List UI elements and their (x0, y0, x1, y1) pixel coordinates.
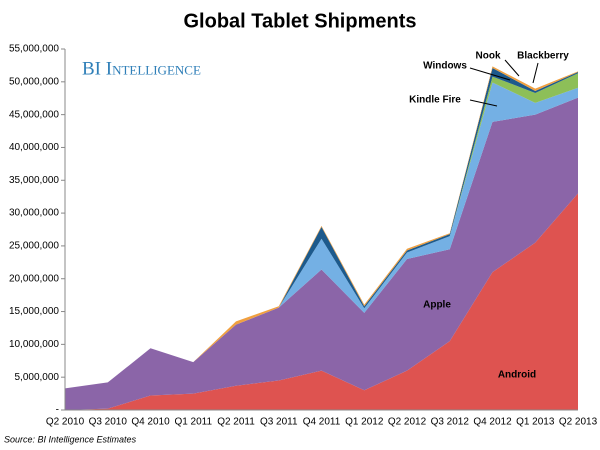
series-label: Apple (423, 300, 451, 311)
series-label: Nook (476, 51, 501, 62)
x-tick-label: Q3 2011 (260, 417, 298, 428)
y-tick-label: 20,000,000 (9, 273, 59, 284)
leader-line (469, 67, 511, 81)
series-label: Windows (423, 61, 467, 72)
x-tick-label: Q4 2010 (131, 417, 170, 428)
chart-title: Global Tablet Shipments (184, 10, 417, 32)
x-tick-label: Q2 2011 (217, 417, 255, 428)
series-label: Kindle Fire (409, 95, 461, 106)
x-tick-label: Q2 2010 (46, 417, 85, 428)
x-tick-label: Q2 2012 (388, 417, 427, 428)
area (65, 97, 578, 410)
y-tick-label: 40,000,000 (9, 142, 59, 153)
x-tick-label: Q1 2011 (174, 417, 212, 428)
x-tick-label: Q4 2011 (303, 417, 341, 428)
x-tick-label: Q4 2012 (473, 417, 512, 428)
y-tick-label: 25,000,000 (9, 241, 59, 252)
x-tick-label: Q1 2012 (345, 417, 384, 428)
leader-line (504, 59, 520, 77)
x-tick-label: Q1 2013 (516, 417, 555, 428)
series-label: Android (498, 370, 536, 381)
y-tick-label: 35,000,000 (9, 175, 59, 186)
y-tick-label: 45,000,000 (9, 109, 59, 120)
x-tick-label: Q3 2010 (89, 417, 128, 428)
x-tick-label: Q2 2013 (559, 417, 598, 428)
series-label: Blackberry (517, 51, 569, 62)
y-tick-label: - (56, 405, 59, 416)
y-tick-label: 50,000,000 (9, 76, 59, 87)
y-tick-label: 15,000,000 (9, 306, 59, 317)
y-tick-label: 30,000,000 (9, 208, 59, 219)
area (65, 193, 578, 410)
y-tick-label: 10,000,000 (9, 339, 59, 350)
y-tick-label: 5,000,000 (15, 372, 60, 383)
leader-line (532, 62, 539, 84)
y-tick-label: 55,000,000 (9, 44, 59, 55)
source-note: Source: BI Intelligence Estimates (4, 434, 137, 444)
area (65, 82, 578, 389)
area (65, 68, 578, 389)
leader-line (469, 99, 498, 107)
logo: BI Intelligence (82, 58, 201, 79)
x-tick-label: Q3 2012 (431, 417, 470, 428)
